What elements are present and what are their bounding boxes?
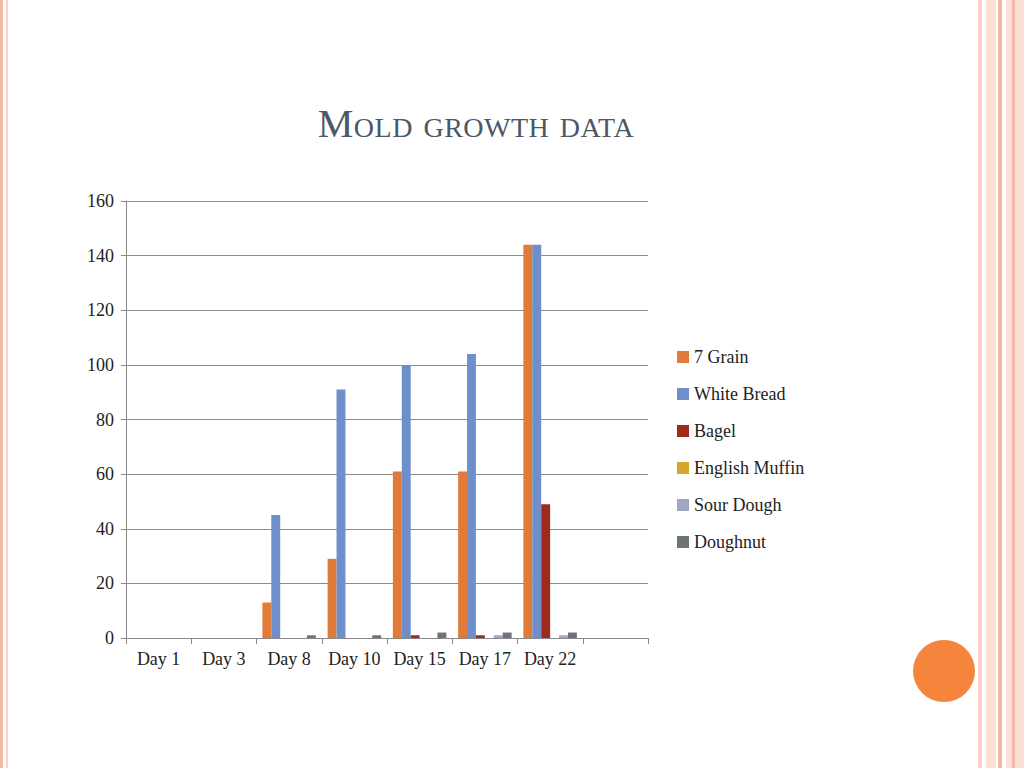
svg-text:Day 15: Day 15 xyxy=(393,649,446,669)
svg-text:Day 10: Day 10 xyxy=(328,649,381,669)
svg-text:Sour Dough: Sour Dough xyxy=(694,495,782,515)
svg-text:0: 0 xyxy=(105,628,114,648)
svg-text:Doughnut: Doughnut xyxy=(694,532,766,552)
svg-text:100: 100 xyxy=(87,355,114,375)
svg-text:Day 1: Day 1 xyxy=(137,649,181,669)
svg-text:140: 140 xyxy=(87,246,114,266)
svg-text:80: 80 xyxy=(96,410,114,430)
svg-text:White Bread: White Bread xyxy=(694,384,785,404)
svg-text:Day 17: Day 17 xyxy=(459,649,512,669)
svg-text:160: 160 xyxy=(87,191,114,211)
svg-text:Day 8: Day 8 xyxy=(267,649,311,669)
svg-text:60: 60 xyxy=(96,464,114,484)
svg-text:Bagel: Bagel xyxy=(694,421,736,441)
svg-text:40: 40 xyxy=(96,519,114,539)
svg-text:7 Grain: 7 Grain xyxy=(694,347,748,367)
svg-text:120: 120 xyxy=(87,300,114,320)
svg-text:20: 20 xyxy=(96,573,114,593)
svg-text:Day 22: Day 22 xyxy=(524,649,577,669)
svg-text:Day 3: Day 3 xyxy=(202,649,246,669)
svg-text:English Muffin: English Muffin xyxy=(694,458,804,478)
html-text:Mold growth data: Mold growth data xyxy=(317,101,635,146)
